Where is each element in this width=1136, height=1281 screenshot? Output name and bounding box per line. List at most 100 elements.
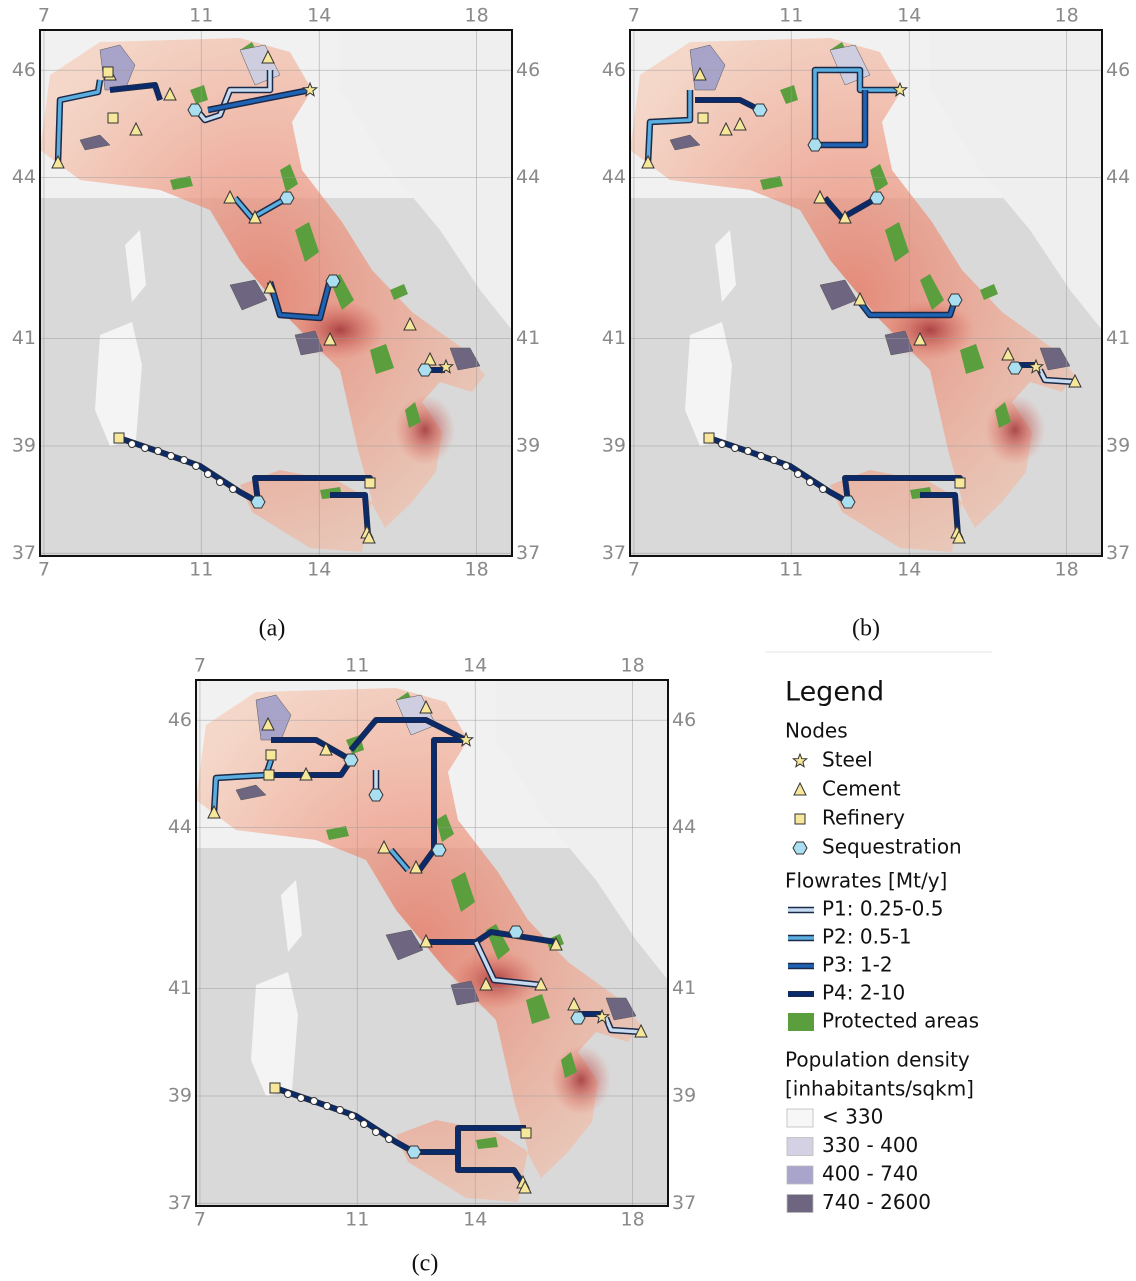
lon-tick-label: 18 xyxy=(621,655,645,677)
lon-tick-label: 11 xyxy=(779,5,803,27)
pipeline-junction xyxy=(323,1102,331,1110)
cement-node xyxy=(51,154,65,169)
lat-tick-label: 44 xyxy=(12,166,36,188)
legend-item: Refinery xyxy=(822,806,905,830)
map-panel: 7 7 11 11 14 14 18 18 37 37 39 39 41 41 44 44 46 46 xyxy=(602,5,1130,581)
pipeline xyxy=(920,493,960,536)
sequestration-node xyxy=(508,925,524,939)
cement-node xyxy=(479,976,493,991)
sequestration-node xyxy=(840,495,856,509)
cement-node xyxy=(261,49,275,64)
lat-tick-label: 39 xyxy=(672,1084,696,1106)
lat-tick-label: 41 xyxy=(672,977,696,999)
cement-node xyxy=(419,933,433,948)
legend-item: P3: 1-2 xyxy=(822,953,893,977)
cement-node xyxy=(223,189,237,204)
legend-heading: Nodes xyxy=(785,719,848,743)
legend-item: 330 - 400 xyxy=(822,1133,918,1157)
cement-node xyxy=(838,209,852,224)
refinery-node xyxy=(794,813,806,825)
map-frame xyxy=(195,679,669,1207)
lat-tick-label: 37 xyxy=(672,1192,696,1214)
cement-node xyxy=(409,859,423,874)
steel-node xyxy=(1027,358,1045,374)
sequestration-node xyxy=(792,841,808,855)
pipeline-junction xyxy=(154,447,162,455)
pipeline-junction xyxy=(310,1097,318,1105)
panel-caption: (b) xyxy=(852,616,880,642)
steel-node xyxy=(457,731,475,747)
sequestration-node xyxy=(807,138,823,152)
lat-tick-label: 37 xyxy=(602,542,626,564)
pipeline-junction xyxy=(284,1090,292,1098)
pipeline xyxy=(815,90,867,147)
cement-node xyxy=(263,279,277,294)
lon-tick-label: 11 xyxy=(779,559,803,581)
cement-node xyxy=(913,331,927,346)
pipeline-junction xyxy=(204,470,212,478)
lon-tick-label: 7 xyxy=(38,559,50,581)
panel-caption: (a) xyxy=(259,616,286,642)
pipeline-junction xyxy=(794,470,802,478)
pipeline xyxy=(604,1017,642,1034)
refinery-node xyxy=(113,432,125,444)
pipeline-junction xyxy=(819,485,827,493)
lat-tick-label: 41 xyxy=(602,327,626,349)
refinery-node xyxy=(102,66,114,78)
pipeline-junction xyxy=(782,462,790,470)
sequestration-node xyxy=(343,753,359,767)
pipeline xyxy=(207,88,311,112)
pipeline xyxy=(428,930,557,944)
pipeline-junction xyxy=(770,456,778,464)
cement-node xyxy=(299,766,313,781)
lat-tick-label: 46 xyxy=(12,59,36,81)
lon-tick-label: 18 xyxy=(1055,5,1079,27)
pipeline xyxy=(813,68,900,145)
refinery-node xyxy=(107,112,119,124)
lat-tick-label: 44 xyxy=(672,816,696,838)
legend-item: Steel xyxy=(822,748,873,772)
sequestration-node xyxy=(431,843,447,857)
cement-node xyxy=(163,86,177,101)
lat-tick-label: 41 xyxy=(1106,327,1130,349)
refinery-node xyxy=(263,769,275,781)
cement-node xyxy=(1001,346,1015,361)
legend-item: < 330 xyxy=(822,1105,883,1129)
sequestration-node xyxy=(187,103,203,117)
lat-tick-label: 39 xyxy=(1106,434,1130,456)
lon-tick-label: 11 xyxy=(345,655,369,677)
cement-node xyxy=(719,121,733,136)
pipeline-junction xyxy=(372,1128,380,1136)
map-panels: 7 7 11 11 14 14 18 18 37 37 39 39 41 41 44 44 46 46 7 7 11 11… xyxy=(12,5,1130,1231)
pipeline-junction xyxy=(128,440,136,448)
cement-node xyxy=(813,189,827,204)
pipeline xyxy=(212,759,273,814)
sequestration-node xyxy=(869,191,885,205)
lon-tick-label: 7 xyxy=(194,1209,206,1231)
lon-tick-label: 14 xyxy=(307,559,331,581)
legend-heading: [inhabitants/sqkm] xyxy=(785,1077,974,1101)
cement-node xyxy=(403,316,417,331)
pipeline xyxy=(695,98,761,112)
pipeline-junction xyxy=(757,452,765,460)
cement-node xyxy=(1068,373,1082,388)
refinery-node xyxy=(364,477,376,489)
cement-node xyxy=(693,66,707,81)
pipeline xyxy=(456,1152,526,1187)
lon-tick-label: 14 xyxy=(897,5,921,27)
pipeline-junction xyxy=(744,447,752,455)
lat-tick-label: 39 xyxy=(12,434,36,456)
cement-node xyxy=(362,529,376,544)
sequestration-node xyxy=(570,1011,586,1025)
legend-item: P4: 2-10 xyxy=(822,981,905,1005)
cement-node xyxy=(793,781,807,796)
sequestration-node xyxy=(279,191,295,205)
cement-node xyxy=(518,1179,532,1194)
lat-tick-label: 46 xyxy=(168,709,192,731)
lon-tick-label: 14 xyxy=(307,5,331,27)
steel-node xyxy=(593,1008,611,1024)
pipeline-junction xyxy=(141,444,149,452)
refinery-node xyxy=(697,112,709,124)
lat-tick-label: 46 xyxy=(516,59,540,81)
